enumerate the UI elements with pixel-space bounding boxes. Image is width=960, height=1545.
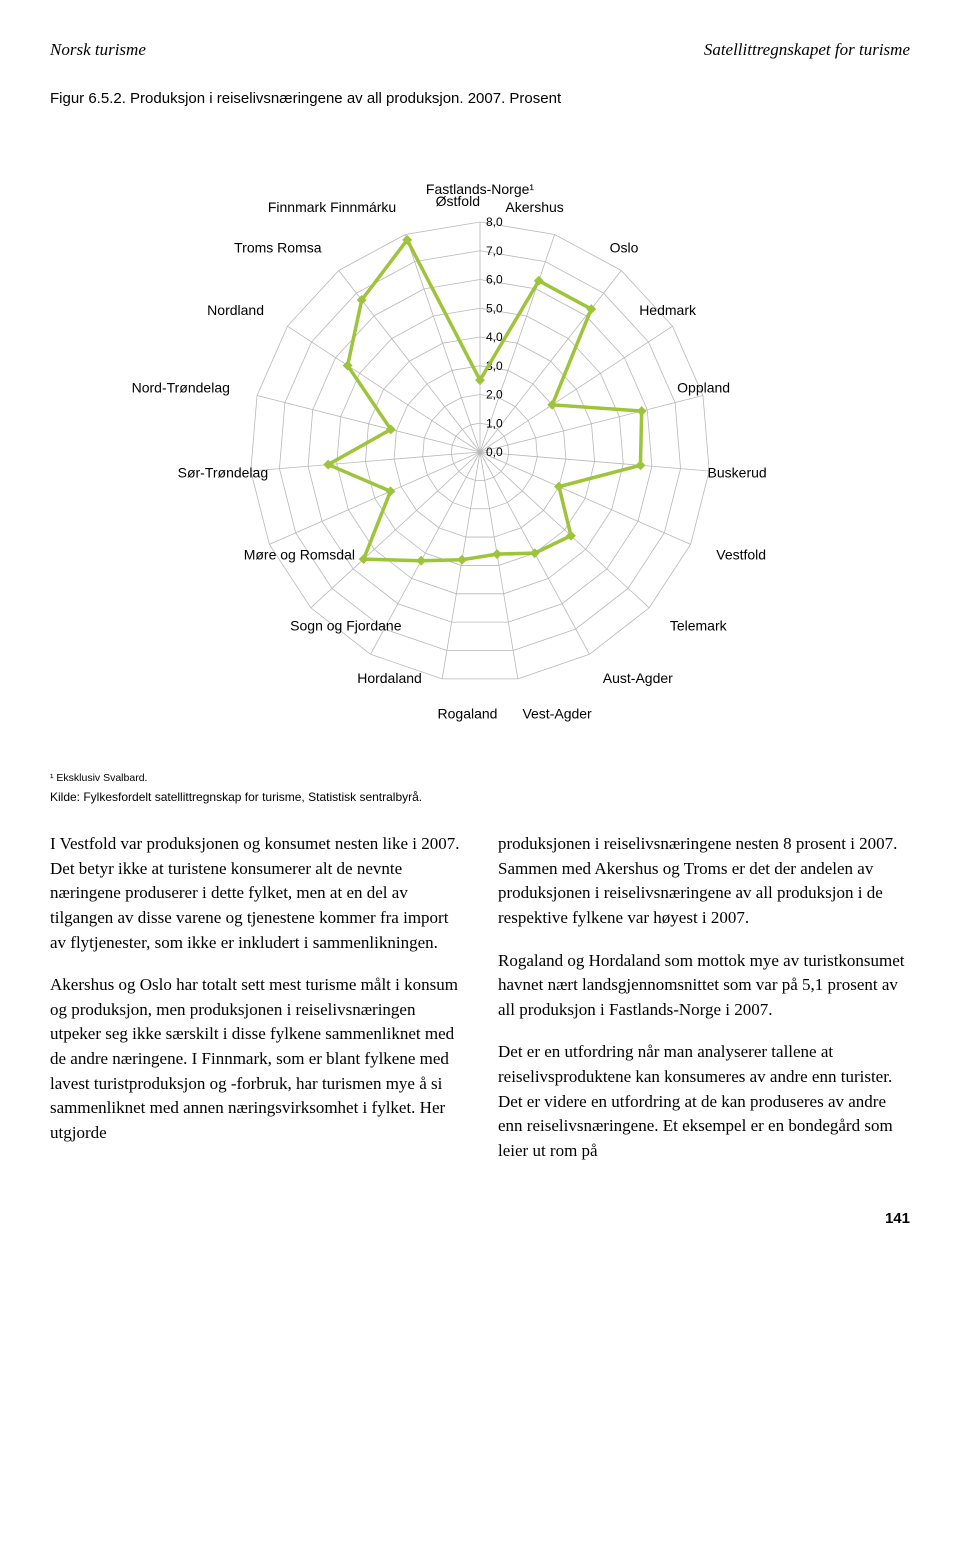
svg-text:Vestfold: Vestfold — [716, 547, 766, 563]
figure-footnote: ¹ Eksklusiv Svalbard. — [50, 772, 910, 784]
svg-text:5,0: 5,0 — [486, 301, 503, 315]
svg-text:Oslo: Oslo — [610, 239, 639, 255]
svg-text:Nord-Trøndelag: Nord-Trøndelag — [132, 380, 230, 396]
svg-text:Møre og Romsdal: Møre og Romsdal — [244, 547, 355, 563]
svg-text:7,0: 7,0 — [486, 244, 503, 258]
svg-text:Oppland: Oppland — [677, 380, 730, 396]
body-text: I Vestfold var produksjonen og konsumet … — [50, 832, 910, 1182]
svg-text:Hedmark: Hedmark — [639, 302, 697, 318]
svg-text:Troms Romsa: Troms Romsa — [234, 239, 322, 255]
svg-text:Buskerud: Buskerud — [708, 464, 767, 480]
radar-chart: 0,01,02,03,04,05,06,07,08,0Fastlands-Nor… — [70, 122, 890, 762]
svg-text:Finnmark Finnmárku: Finnmark Finnmárku — [268, 199, 396, 215]
svg-text:1,0: 1,0 — [486, 416, 503, 430]
svg-text:4,0: 4,0 — [486, 330, 503, 344]
radar-chart-container: 0,01,02,03,04,05,06,07,08,0Fastlands-Nor… — [50, 122, 910, 762]
svg-text:Aust-Agder: Aust-Agder — [603, 670, 673, 686]
paragraph: Akershus og Oslo har totalt sett mest tu… — [50, 973, 462, 1145]
paragraph: I Vestfold var produksjonen og konsumet … — [50, 832, 462, 955]
paragraph: Det er en utfordring når man analyserer … — [498, 1040, 910, 1163]
svg-text:Sogn og Fjordane: Sogn og Fjordane — [290, 618, 402, 634]
column-right: produksjonen i reiselivsnæringene nesten… — [498, 832, 910, 1182]
header-left: Norsk turisme — [50, 40, 146, 60]
svg-text:Nordland: Nordland — [207, 302, 264, 318]
page-number: 141 — [50, 1210, 910, 1227]
svg-text:0,0: 0,0 — [486, 445, 503, 459]
paragraph: produksjonen i reiselivsnæringene nesten… — [498, 832, 910, 931]
svg-text:Akershus: Akershus — [505, 199, 563, 215]
svg-text:Østfold: Østfold — [436, 193, 480, 209]
svg-text:Telemark: Telemark — [670, 618, 728, 634]
svg-text:Hordaland: Hordaland — [357, 670, 422, 686]
paragraph: Rogaland og Hordaland som mottok mye av … — [498, 949, 910, 1023]
svg-text:Sør-Trøndelag: Sør-Trøndelag — [178, 464, 269, 480]
svg-text:2,0: 2,0 — [486, 388, 503, 402]
column-left: I Vestfold var produksjonen og konsumet … — [50, 832, 462, 1182]
svg-text:8,0: 8,0 — [486, 215, 503, 229]
svg-text:Rogaland: Rogaland — [438, 705, 498, 721]
svg-text:6,0: 6,0 — [486, 273, 503, 287]
svg-text:Vest-Agder: Vest-Agder — [522, 705, 592, 721]
figure-source: Kilde: Fylkesfordelt satellittregnskap f… — [50, 790, 910, 804]
header-right: Satellittregnskapet for turisme — [704, 40, 910, 60]
figure-title: Figur 6.5.2. Produksjon i reiselivsnærin… — [50, 90, 910, 107]
page-header: Norsk turisme Satellittregnskapet for tu… — [50, 40, 910, 60]
